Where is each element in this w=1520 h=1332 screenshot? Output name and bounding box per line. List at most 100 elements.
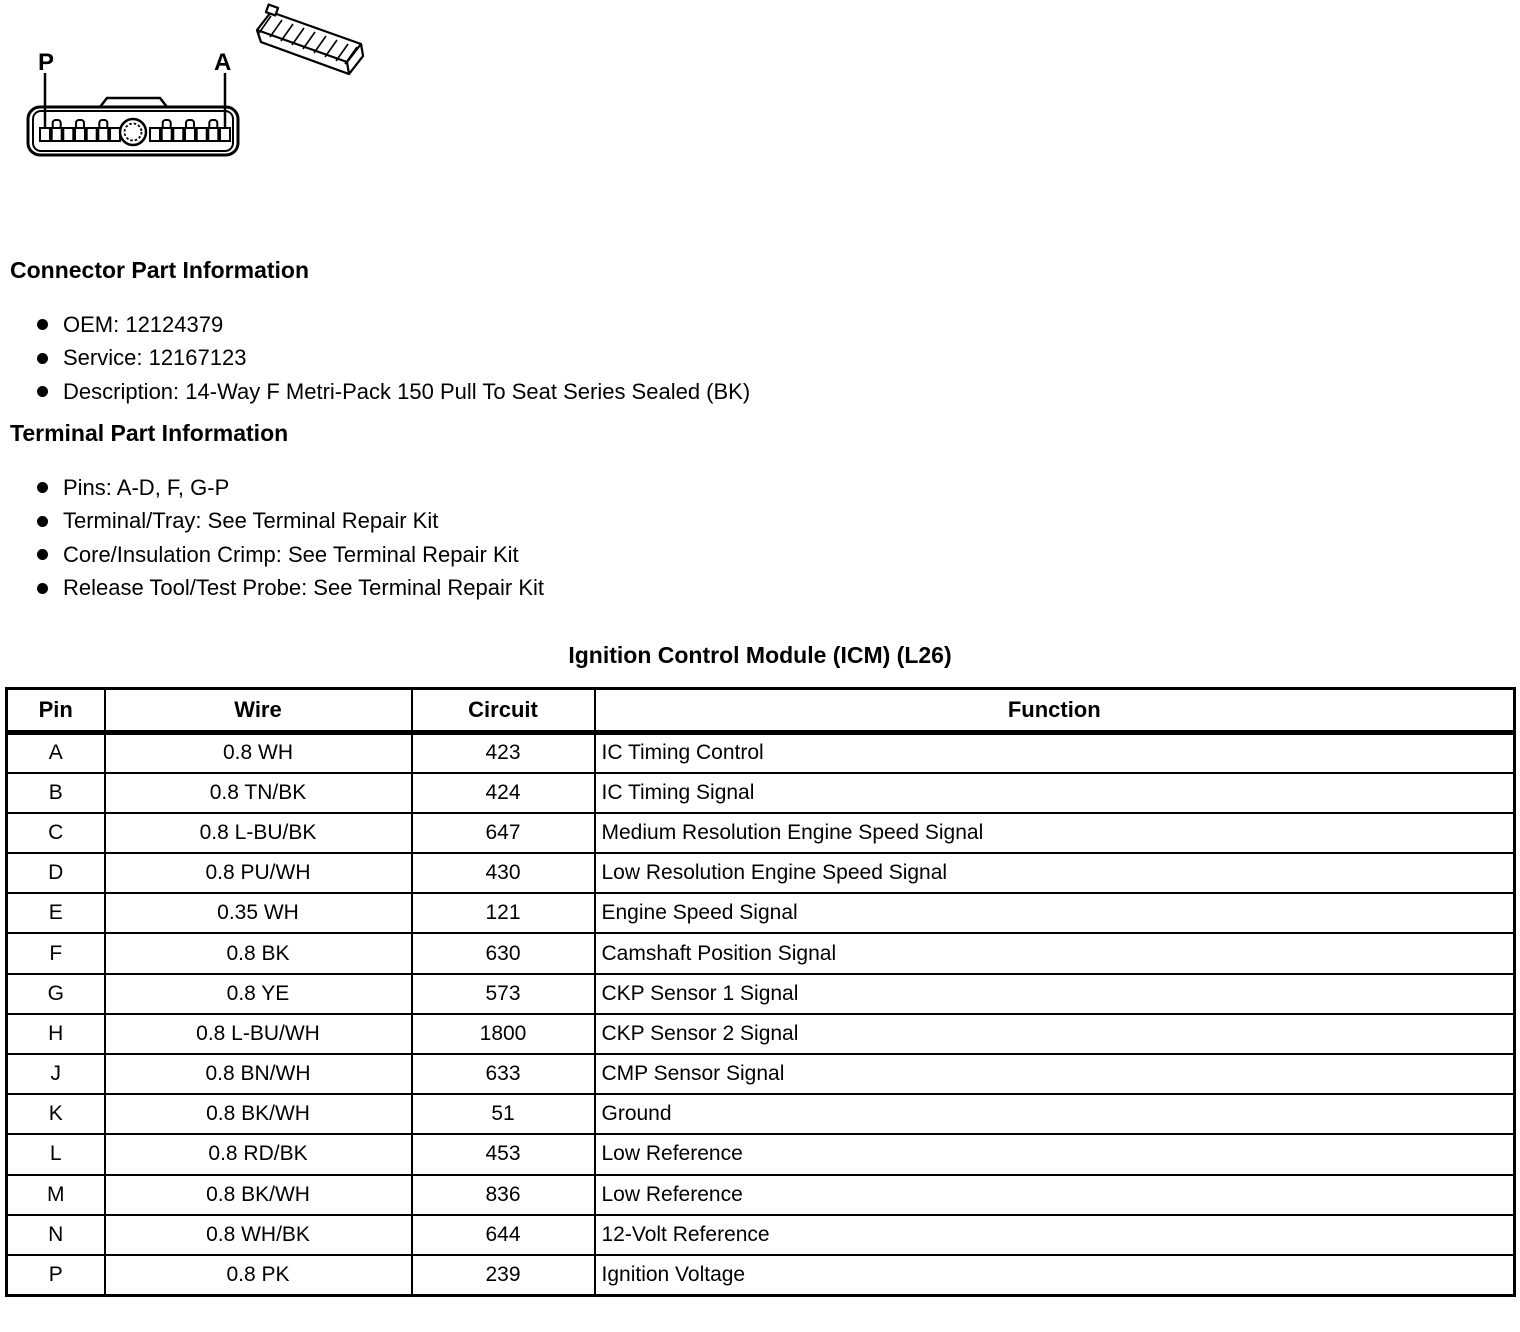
table-row: J 0.8 BN/WH 633 CMP Sensor Signal: [5, 1052, 1516, 1096]
cell-pin: C: [5, 811, 106, 855]
connector-isometric-diagram: [255, 3, 365, 76]
cell-pin: L: [5, 1133, 106, 1176]
terminal-cavities-right: [149, 127, 231, 142]
iso-end-cap: [345, 42, 365, 76]
iso-lock-tab: [264, 3, 280, 17]
list-item-text: Description: 14-Way F Metri-Pack 150 Pul…: [63, 378, 751, 404]
table-row: H 0.8 L-BU/WH 1800 CKP Sensor 2 Signal: [5, 1012, 1516, 1056]
list-item-text: Service: 12167123: [63, 345, 247, 371]
column-header-function: Function: [593, 687, 1516, 735]
cell-pin: M: [5, 1173, 106, 1216]
cell-pin: J: [5, 1052, 106, 1096]
table-row: P 0.8 PK 239 Ignition Voltage: [5, 1253, 1516, 1297]
iso-rib-lines: [258, 15, 358, 65]
table-row: D 0.8 PU/WH 430 Low Resolution Engine Speed…: [5, 852, 1516, 895]
table-row: M 0.8 BK/WH 836 Low Reference: [5, 1173, 1516, 1216]
list-item-text: Terminal/Tray: See Terminal Repair Kit: [63, 508, 439, 534]
terminal-part-info-heading: Terminal Part Information: [10, 420, 289, 446]
cell-pin: F: [5, 932, 106, 975]
cell-function: CMP Sensor Signal: [593, 1052, 1516, 1096]
cell-circuit: 424: [410, 771, 596, 814]
cell-function: Ground: [593, 1093, 1516, 1136]
table-row: F 0.8 BK 630 Camshaft Position Signal: [5, 932, 1516, 975]
cell-pin: B: [5, 771, 106, 814]
cell-circuit: 573: [410, 972, 596, 1015]
table-row: L 0.8 RD/BK 453 Low Reference: [5, 1133, 1516, 1176]
cell-function: IC Timing Control: [593, 731, 1516, 774]
pinout-table-header: Pin Wire Circuit Function: [5, 687, 1516, 735]
connector-part-info-heading: Connector Part Information: [10, 257, 310, 283]
pin-a-label: A: [214, 49, 231, 76]
table-row: A 0.8 WH 423 IC Timing Control: [5, 731, 1516, 774]
list-item-text: OEM: 12124379: [63, 311, 224, 337]
cell-circuit: 430: [410, 852, 596, 895]
table-row: E 0.35 WH 121 Engine Speed Signal: [5, 892, 1516, 935]
cell-wire: 0.8 PU/WH: [103, 852, 413, 895]
cell-circuit: 453: [410, 1133, 596, 1176]
cell-circuit: 239: [410, 1253, 596, 1297]
list-item-text: Release Tool/Test Probe: See Terminal Re…: [63, 575, 544, 601]
cell-function: Ignition Voltage: [593, 1253, 1516, 1297]
cell-wire: 0.8 BK: [103, 932, 413, 975]
column-header-pin: Pin: [5, 687, 106, 735]
cell-circuit: 121: [410, 892, 596, 935]
list-item-core-crimp: Core/Insulation Crimp: See Terminal Repa…: [37, 538, 544, 572]
cell-circuit: 423: [410, 731, 596, 774]
list-item-text: Core/Insulation Crimp: See Terminal Repa…: [63, 541, 519, 567]
cell-circuit: 633: [410, 1052, 596, 1096]
cell-wire: 0.8 WH: [103, 731, 413, 774]
table-row: B 0.8 TN/BK 424 IC Timing Signal: [5, 771, 1516, 814]
cell-pin: A: [5, 731, 106, 774]
cell-wire: 0.8 L-BU/BK: [103, 811, 413, 855]
cell-wire: 0.8 BN/WH: [103, 1052, 413, 1096]
cell-pin: H: [5, 1012, 106, 1056]
table-row: N 0.8 WH/BK 644 12-Volt Reference: [5, 1213, 1516, 1256]
cell-function: IC Timing Signal: [593, 771, 1516, 814]
list-item-service: Service: 12167123: [37, 342, 750, 376]
list-item-oem: OEM: 12124379: [37, 308, 750, 342]
connector-inner-outline: [32, 110, 234, 152]
cell-pin: N: [5, 1213, 106, 1256]
header-row: Pin Wire Circuit Function: [5, 687, 1516, 735]
list-item-text: Pins: A-D, F, G-P: [63, 474, 230, 500]
cell-wire: 0.8 TN/BK: [103, 771, 413, 814]
center-hole-knurl: [123, 122, 143, 142]
connector-face-view-diagram: P A: [26, 49, 240, 157]
cell-circuit: 836: [410, 1173, 596, 1216]
cell-wire: 0.8 BK/WH: [103, 1173, 413, 1216]
cell-wire: 0.8 RD/BK: [103, 1133, 413, 1176]
list-item-terminal-tray: Terminal/Tray: See Terminal Repair Kit: [37, 505, 544, 539]
cell-wire: 0.8 WH/BK: [103, 1213, 413, 1256]
terminal-cavities-left: [39, 127, 121, 142]
cell-function: Low Reference: [593, 1133, 1516, 1176]
cell-function: Engine Speed Signal: [593, 892, 1516, 935]
cell-function: 12-Volt Reference: [593, 1213, 1516, 1256]
cell-circuit: 630: [410, 932, 596, 975]
column-header-circuit: Circuit: [410, 687, 596, 735]
cell-circuit: 51: [410, 1093, 596, 1136]
cell-pin: G: [5, 972, 106, 1015]
cell-wire: 0.8 L-BU/WH: [103, 1012, 413, 1056]
list-item-pins: Pins: A-D, F, G-P: [37, 471, 544, 505]
cell-pin: D: [5, 852, 106, 895]
table-row: G 0.8 YE 573 CKP Sensor 1 Signal: [5, 972, 1516, 1015]
list-item-description: Description: 14-Way F Metri-Pack 150 Pul…: [37, 375, 750, 409]
pin-p-label: P: [38, 49, 54, 76]
list-item-release-tool: Release Tool/Test Probe: See Terminal Re…: [37, 572, 544, 606]
cell-pin: P: [5, 1253, 106, 1297]
pinout-table-body: A 0.8 WH 423 IC Timing Control B 0.8 TN/BK 424…: [5, 731, 1516, 1297]
column-header-wire: Wire: [103, 687, 413, 735]
table-row: K 0.8 BK/WH 51 Ground: [5, 1093, 1516, 1136]
cell-function: Medium Resolution Engine Speed Signal: [593, 811, 1516, 855]
table-row: C 0.8 L-BU/BK 647 Medium Resolution Engine …: [5, 811, 1516, 855]
connector-part-info-list: OEM: 12124379 Service: 12167123 Descript…: [37, 308, 750, 409]
cell-circuit: 644: [410, 1213, 596, 1256]
cell-wire: 0.35 WH: [103, 892, 413, 935]
cell-circuit: 1800: [410, 1012, 596, 1056]
cell-function: CKP Sensor 2 Signal: [593, 1012, 1516, 1056]
cell-wire: 0.8 YE: [103, 972, 413, 1015]
cell-wire: 0.8 BK/WH: [103, 1093, 413, 1136]
cell-circuit: 647: [410, 811, 596, 855]
cell-pin: K: [5, 1093, 106, 1136]
